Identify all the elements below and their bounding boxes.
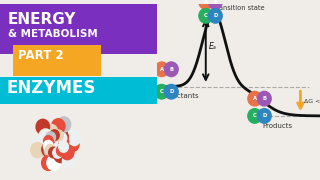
Text: Transition state: Transition state xyxy=(212,5,264,11)
Text: C: C xyxy=(160,89,164,94)
Circle shape xyxy=(55,138,68,153)
Circle shape xyxy=(258,91,271,106)
Circle shape xyxy=(66,136,79,152)
Circle shape xyxy=(59,137,69,148)
Circle shape xyxy=(209,9,222,23)
Circle shape xyxy=(56,132,69,147)
Circle shape xyxy=(59,141,68,152)
FancyBboxPatch shape xyxy=(0,4,157,54)
Circle shape xyxy=(50,144,64,159)
Circle shape xyxy=(53,147,62,158)
Circle shape xyxy=(46,132,55,143)
Circle shape xyxy=(155,62,169,76)
Circle shape xyxy=(48,130,62,145)
Circle shape xyxy=(258,109,271,123)
Text: ENZYMES: ENZYMES xyxy=(6,79,96,97)
Circle shape xyxy=(50,130,59,141)
Text: A: A xyxy=(160,67,164,72)
Circle shape xyxy=(34,136,47,152)
Circle shape xyxy=(47,155,60,170)
Text: Reactants: Reactants xyxy=(164,93,199,100)
Circle shape xyxy=(43,140,53,151)
Text: PART 2: PART 2 xyxy=(18,49,63,62)
Circle shape xyxy=(54,147,67,163)
Circle shape xyxy=(42,155,55,170)
Circle shape xyxy=(60,145,74,160)
Text: C: C xyxy=(253,113,257,118)
Circle shape xyxy=(57,133,67,143)
Text: A: A xyxy=(253,96,257,101)
Circle shape xyxy=(44,124,58,140)
Circle shape xyxy=(164,62,178,76)
Text: D: D xyxy=(262,113,267,118)
Circle shape xyxy=(49,147,58,158)
Circle shape xyxy=(164,84,178,99)
Circle shape xyxy=(44,135,57,150)
Text: A: A xyxy=(204,0,208,4)
Circle shape xyxy=(248,91,261,106)
Circle shape xyxy=(52,119,65,134)
Text: B: B xyxy=(169,67,173,72)
Circle shape xyxy=(209,0,222,9)
Circle shape xyxy=(54,130,63,141)
Circle shape xyxy=(199,0,212,9)
FancyBboxPatch shape xyxy=(13,45,101,76)
Circle shape xyxy=(31,143,44,158)
Circle shape xyxy=(36,119,50,134)
Circle shape xyxy=(57,117,71,132)
Text: Products: Products xyxy=(262,123,292,129)
Text: D: D xyxy=(169,89,173,94)
Circle shape xyxy=(67,130,81,146)
Text: B: B xyxy=(262,96,266,101)
Circle shape xyxy=(55,129,68,144)
Circle shape xyxy=(44,136,53,147)
Text: D: D xyxy=(213,13,218,18)
Circle shape xyxy=(44,143,58,158)
Circle shape xyxy=(45,145,55,155)
Circle shape xyxy=(199,9,212,23)
Text: & METABOLISM: & METABOLISM xyxy=(8,29,98,39)
Text: ENERGY: ENERGY xyxy=(8,12,76,27)
Circle shape xyxy=(57,145,66,156)
Circle shape xyxy=(155,84,169,99)
FancyBboxPatch shape xyxy=(0,76,157,104)
Circle shape xyxy=(42,142,55,157)
Circle shape xyxy=(39,129,52,144)
Circle shape xyxy=(62,154,76,169)
Text: C: C xyxy=(204,13,208,18)
Text: ΔG < 0: ΔG < 0 xyxy=(304,99,320,104)
Text: Eₐ: Eₐ xyxy=(209,42,217,51)
Circle shape xyxy=(248,109,261,123)
Text: B: B xyxy=(213,0,217,4)
